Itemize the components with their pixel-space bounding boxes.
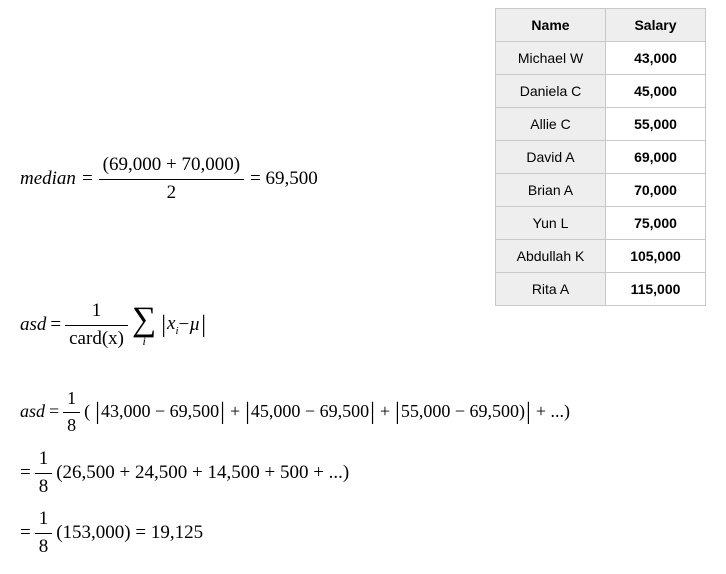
card-fn: card <box>69 328 102 349</box>
table-row: Abdullah K105,000 <box>496 240 706 273</box>
tail-ellipsis: + ...) <box>536 401 570 423</box>
absolute-value: |43,000 − 69,500| <box>94 398 226 427</box>
header-salary: Salary <box>606 9 706 42</box>
minus-sign: − <box>179 314 190 337</box>
fraction: 1 8 <box>63 388 80 436</box>
cell-name: Brian A <box>496 174 606 207</box>
equals-sign: = <box>50 314 61 337</box>
fraction-bar <box>35 533 53 534</box>
sigma-symbol: ∑ <box>132 303 156 337</box>
fraction-denominator: card(x) <box>65 328 128 351</box>
asd-lhs: asd <box>20 314 46 337</box>
fraction: 1 8 <box>35 508 53 559</box>
table-row: Daniela C45,000 <box>496 75 706 108</box>
cell-salary: 75,000 <box>606 207 706 240</box>
cell-name: Michael W <box>496 42 606 75</box>
cell-salary: 43,000 <box>606 42 706 75</box>
table-row: David A69,000 <box>496 141 706 174</box>
fraction-denominator: 8 <box>35 476 53 499</box>
sigma-subscript: i <box>142 335 145 347</box>
header-name: Name <box>496 9 606 42</box>
fraction-bar <box>35 473 53 474</box>
fraction-bar <box>63 412 80 413</box>
result-body: (153,000) = 19,125 <box>56 522 203 545</box>
abs-xi: xi <box>167 313 179 338</box>
table-row: Michael W43,000 <box>496 42 706 75</box>
salary-table: Name Salary Michael W43,000 Daniela C45,… <box>495 8 706 306</box>
cell-salary: 70,000 <box>606 174 706 207</box>
table-header-row: Name Salary <box>496 9 706 42</box>
abs-bar-icon: | <box>219 398 226 427</box>
fraction-numerator: 1 <box>63 388 80 410</box>
cell-name: David A <box>496 141 606 174</box>
salary-table-container: Name Salary Michael W43,000 Daniela C45,… <box>495 8 706 306</box>
cell-salary: 45,000 <box>606 75 706 108</box>
cell-name: Yun L <box>496 207 606 240</box>
table-row: Yun L75,000 <box>496 207 706 240</box>
table-row: Brian A70,000 <box>496 174 706 207</box>
cell-name: Abdullah K <box>496 240 606 273</box>
fraction-denominator: 8 <box>63 415 80 437</box>
asd-expansion: asd = 1 8 ( |43,000 − 69,500| + |45,000 … <box>20 388 570 436</box>
asd-definition: asd = 1 card(x) ∑ i | xi − µ | <box>20 300 207 351</box>
median-lhs: median <box>20 168 76 191</box>
abs-term: 55,000 − 69,500) <box>401 401 525 423</box>
equals-sign: = <box>49 401 59 423</box>
abs-term: 45,000 − 69,500 <box>251 401 369 423</box>
fraction-numerator: 1 <box>35 508 53 531</box>
fraction: 1 card(x) <box>65 300 128 351</box>
asd-result-line: = 1 8 (153,000) = 19,125 <box>20 508 203 559</box>
median-result: = 69,500 <box>250 168 318 191</box>
mu-var: µ <box>189 314 200 337</box>
asd-lhs: asd <box>20 401 45 423</box>
cell-name: Rita A <box>496 273 606 306</box>
cell-salary: 69,000 <box>606 141 706 174</box>
table-body: Michael W43,000 Daniela C45,000 Allie C5… <box>496 42 706 306</box>
fraction-bar <box>99 179 244 180</box>
plus-sign: + <box>230 401 240 423</box>
fraction-numerator: (69,000 + 70,000) <box>99 154 244 177</box>
plus-sign: + <box>380 401 390 423</box>
table-row: Rita A115,000 <box>496 273 706 306</box>
fraction: 1 8 <box>35 448 53 499</box>
equals-sign: = <box>82 168 93 191</box>
cell-salary: 115,000 <box>606 273 706 306</box>
open-paren: ( <box>84 401 90 423</box>
abs-bar-icon: | <box>525 398 532 427</box>
absolute-value: |45,000 − 69,500| <box>244 398 376 427</box>
abs-bar-icon: | <box>369 398 376 427</box>
asd-sum-line: = 1 8 (26,500 + 24,500 + 14,500 + 500 + … <box>20 448 349 499</box>
fraction-denominator: 2 <box>163 182 181 205</box>
absolute-value: | xi − µ | <box>160 311 207 340</box>
fraction: (69,000 + 70,000) 2 <box>99 154 244 205</box>
sigma-icon: ∑ i <box>132 303 156 347</box>
abs-term: 43,000 − 69,500 <box>101 401 219 423</box>
cell-name: Daniela C <box>496 75 606 108</box>
equals-sign: = <box>20 462 31 485</box>
table-row: Allie C55,000 <box>496 108 706 141</box>
fraction-numerator: 1 <box>35 448 53 471</box>
cell-salary: 105,000 <box>606 240 706 273</box>
abs-bar-icon: | <box>200 311 207 340</box>
equals-sign: = <box>20 522 31 545</box>
fraction-denominator: 8 <box>35 536 53 559</box>
abs-bar-icon: | <box>394 398 401 427</box>
abs-bar-icon: | <box>244 398 251 427</box>
fraction-numerator: 1 <box>88 300 106 323</box>
fraction-bar <box>65 325 128 326</box>
cell-salary: 55,000 <box>606 108 706 141</box>
cell-name: Allie C <box>496 108 606 141</box>
absolute-value: |55,000 − 69,500)| <box>394 398 532 427</box>
sum-body: (26,500 + 24,500 + 14,500 + 500 + ...) <box>56 462 349 485</box>
abs-bar-icon: | <box>94 398 101 427</box>
median-equation: median = (69,000 + 70,000) 2 = 69,500 <box>20 154 318 205</box>
card-arg: (x) <box>102 328 124 349</box>
